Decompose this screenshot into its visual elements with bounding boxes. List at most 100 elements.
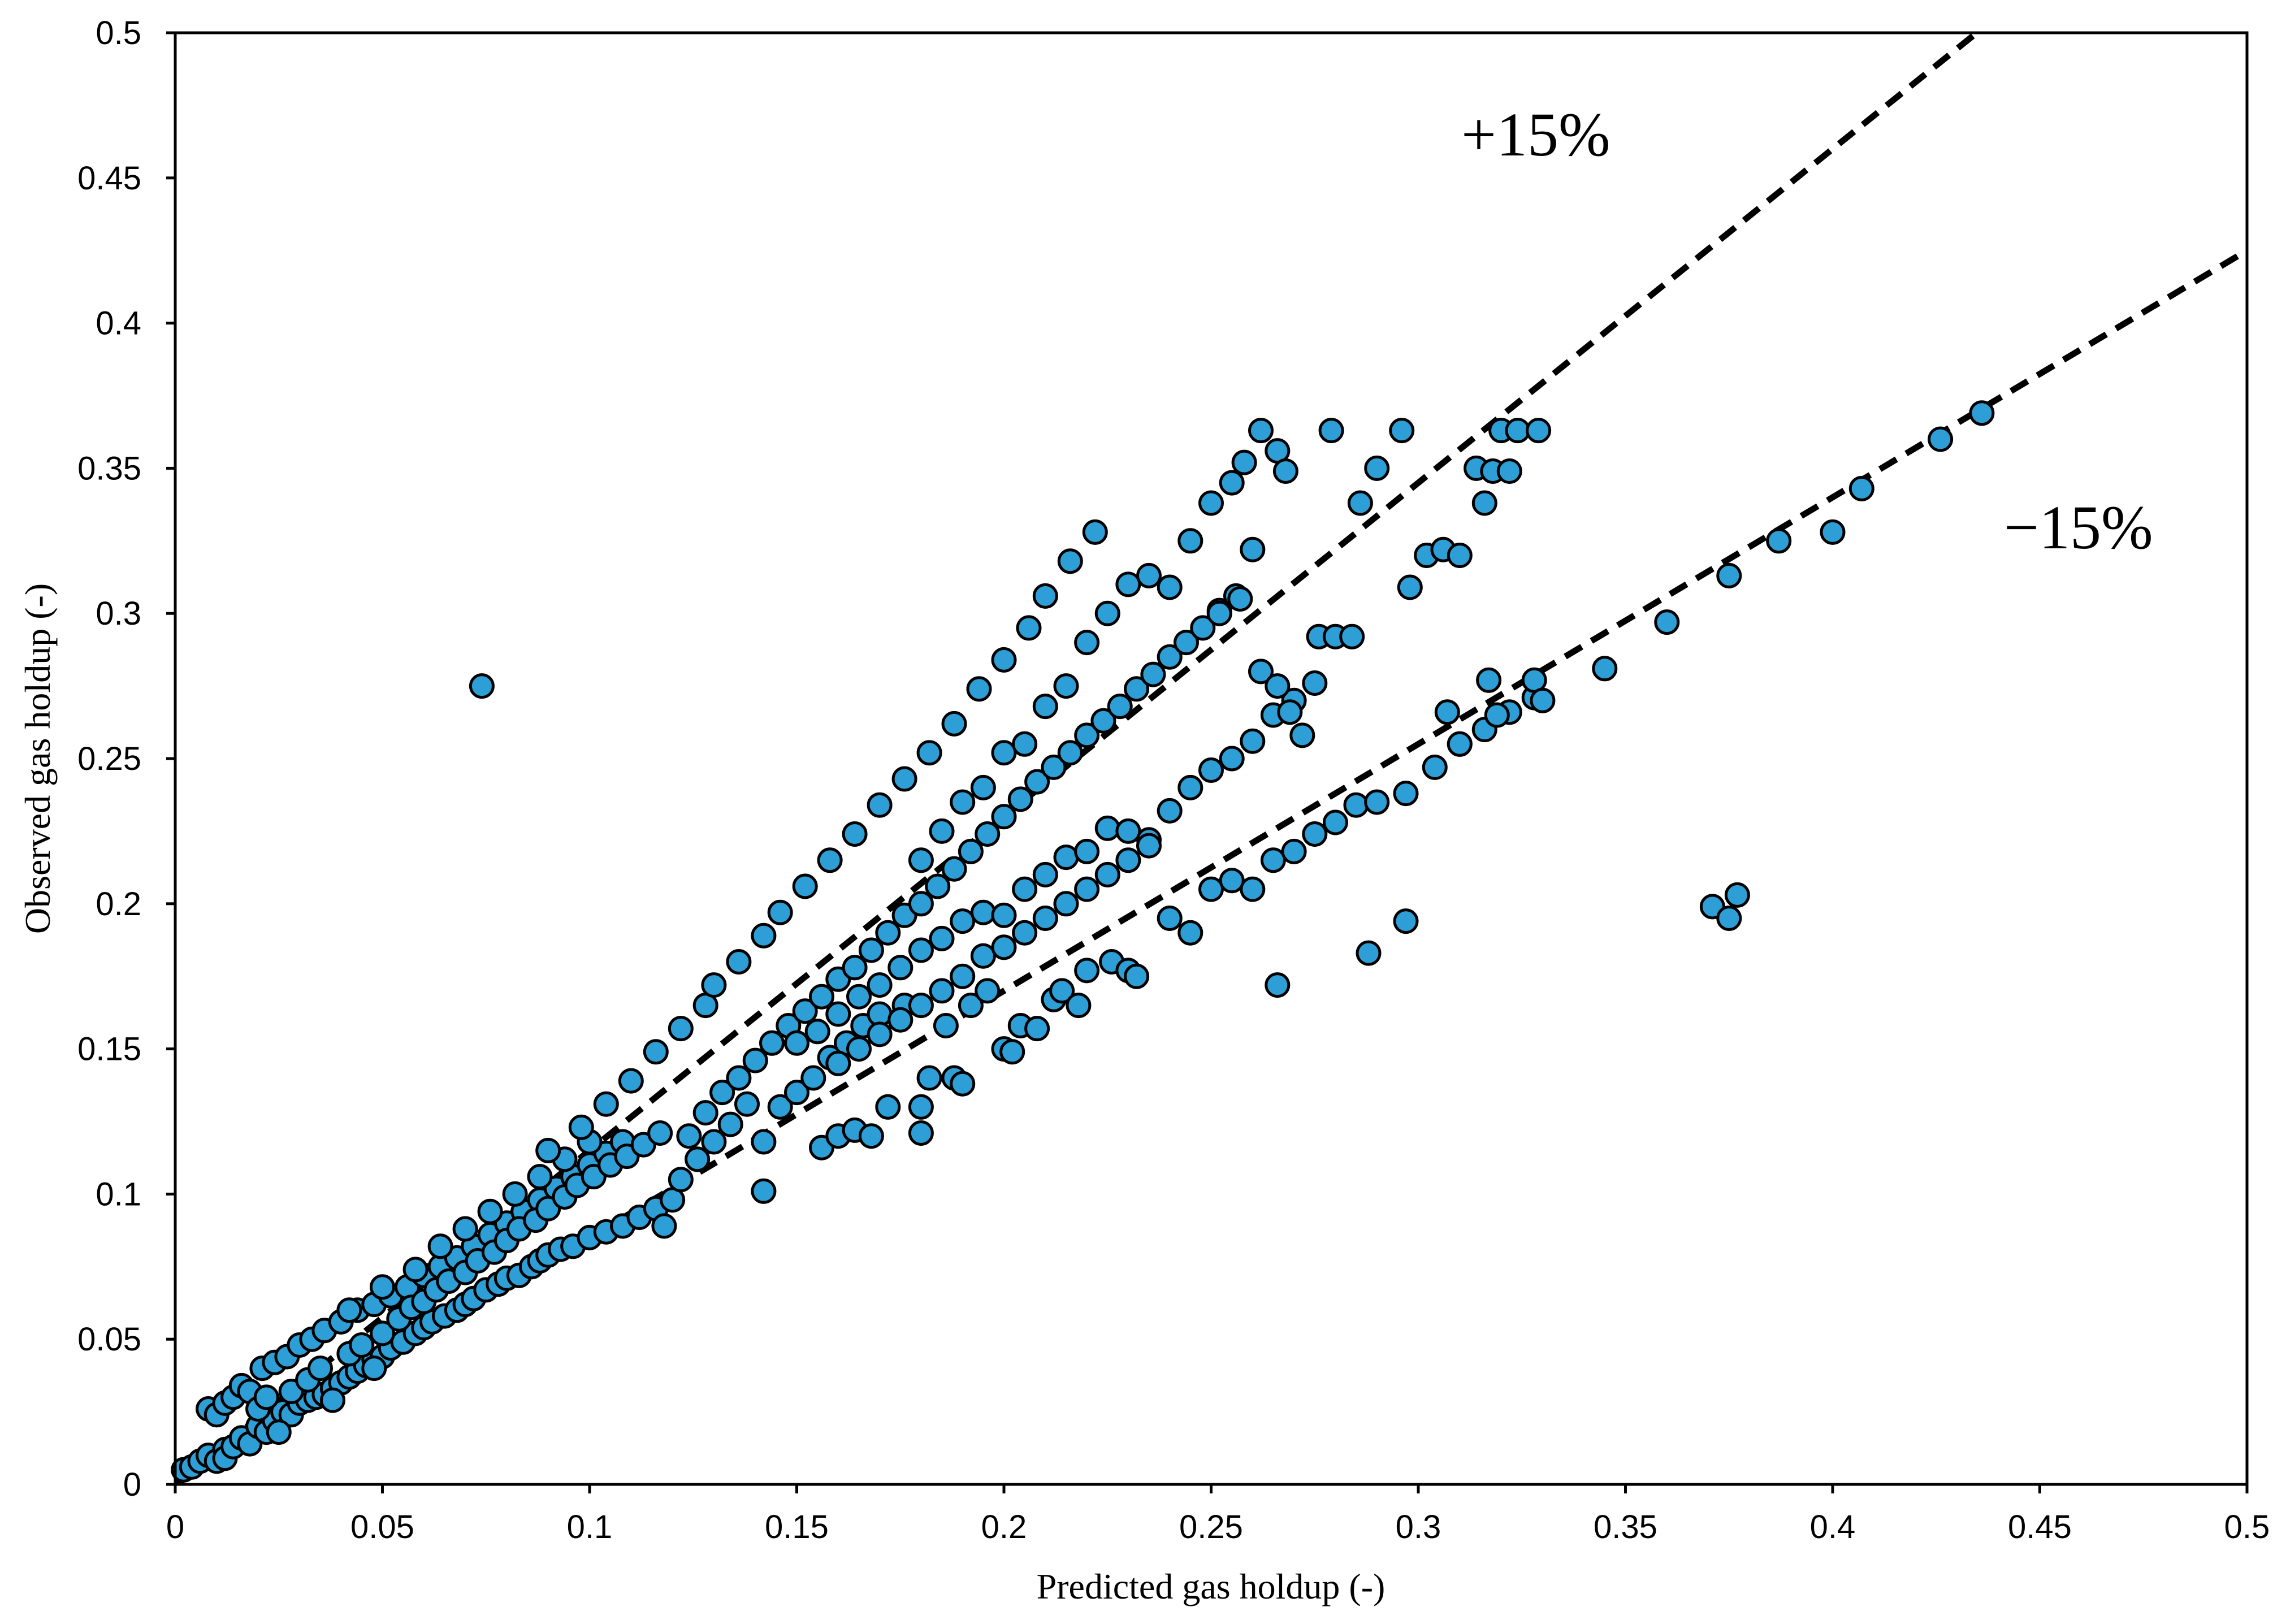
data-point [929,978,955,1004]
data-point [1289,722,1315,748]
data-point [1248,418,1274,444]
x-tick-label: 0.5 [2224,1509,2270,1545]
data-point [867,1021,893,1047]
data-point [1393,908,1419,934]
data-point [1820,519,1846,545]
data-point [1347,490,1373,516]
data-point [1198,757,1224,783]
data-point [1012,920,1038,946]
data-point [1177,920,1203,946]
x-tick-label: 0.2 [981,1509,1027,1545]
data-point [809,984,834,1010]
data-point [1471,490,1497,516]
data-point [1053,891,1079,917]
data-point [1969,400,1995,426]
x-tick-label: 0.1 [567,1509,613,1545]
data-point [941,711,967,737]
data-point [929,818,955,844]
data-point [668,1016,694,1042]
data-point [1219,868,1245,894]
data-point [1053,673,1079,699]
data-point [1074,958,1100,984]
data-point [320,1387,345,1413]
x-axis-ticks: 0 0.05 0.1 0.15 0.2 0.25 0.3 0.35 0.4 0.45 0.5 [166,1484,2270,1545]
data-point [908,1120,934,1146]
data-point [958,838,984,864]
data-point [1526,418,1552,444]
y-tick-label: 0.5 [96,15,141,51]
data-point [950,908,976,934]
data-point [1447,543,1473,568]
data-point [361,1356,387,1382]
data-point [1397,574,1423,600]
data-point [966,676,992,702]
data-point [941,856,967,882]
data-point [842,821,868,847]
data-point [685,1146,711,1172]
data-point [950,1071,976,1097]
data-point [784,1080,809,1106]
data-point [370,1320,395,1346]
data-point [858,1123,884,1149]
data-point [1090,708,1116,734]
data-point [734,1091,760,1117]
data-point [568,1114,594,1140]
data-point [1496,458,1522,484]
data-point [643,1039,669,1065]
y-tick-label: 0.35 [77,450,141,487]
data-point [751,1178,777,1204]
data-point [1140,661,1166,687]
data-point [1024,769,1050,795]
data-point [452,1216,478,1242]
data-point [1115,818,1141,844]
data-point [726,1065,752,1091]
data-point [1302,670,1328,696]
data-point [1094,861,1120,887]
data-point [336,1297,362,1323]
data-point [970,943,996,969]
data-point [1124,676,1150,702]
data-points [171,400,1995,1483]
data-point [1219,470,1245,496]
data-point [751,1129,777,1155]
data-point [1240,876,1266,902]
data-point [1074,722,1100,748]
plus-15-percent-line [175,33,1979,1484]
data-point [891,766,917,792]
y-tick-label: 0.05 [77,1321,141,1358]
data-point [908,891,934,917]
x-tick-label: 0.25 [1179,1509,1243,1545]
data-point [726,949,752,975]
data-point [1530,687,1556,713]
data-point [1157,798,1183,824]
data-point [1231,449,1257,475]
data-point [717,1111,743,1137]
data-point [929,925,955,951]
data-point [308,1356,333,1382]
data-point [1484,702,1510,728]
data-point [825,1050,851,1076]
y-tick-label: 0.2 [96,886,141,923]
data-point [991,934,1017,960]
data-point [1265,673,1291,699]
data-point [999,1039,1025,1065]
data-point [253,1384,279,1410]
data-point [1032,583,1058,609]
data-point [916,740,942,766]
data-point [1094,815,1120,841]
y-tick-label: 0.1 [96,1176,141,1212]
data-point [846,1036,872,1062]
data-point [647,1120,673,1146]
data-point [846,984,872,1010]
data-point [825,1001,851,1027]
data-point [1190,615,1216,641]
y-tick-label: 0.15 [77,1031,141,1068]
data-point [875,1094,901,1120]
data-point [875,920,901,946]
data-point [950,789,976,815]
data-point [1272,458,1298,484]
data-point [527,1164,553,1190]
data-point [887,955,913,981]
